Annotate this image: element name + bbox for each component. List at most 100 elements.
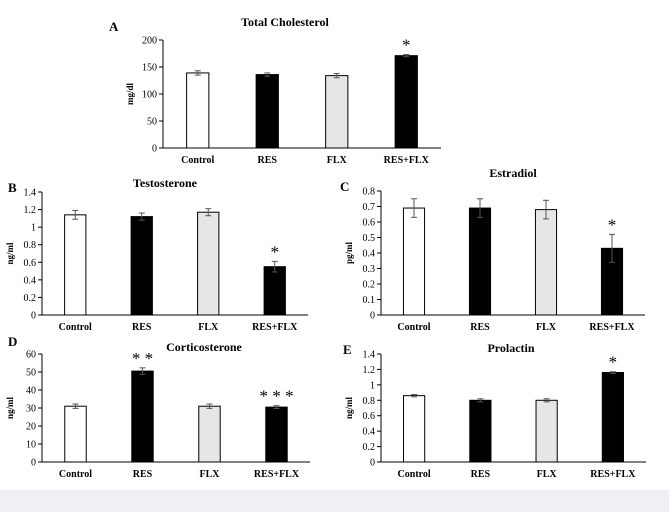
bar-res-flx xyxy=(263,266,286,316)
x-tick-label: RES xyxy=(258,155,278,166)
bar-flx xyxy=(198,405,221,463)
bar-res-flx xyxy=(394,55,418,149)
bar-res xyxy=(130,216,153,316)
bar-control xyxy=(402,207,426,316)
y-tick-label: 0 xyxy=(370,311,375,322)
x-tick-label: RES xyxy=(133,469,153,480)
y-tick-label: 0.4 xyxy=(24,275,37,286)
panel-label: E xyxy=(343,342,352,357)
y-tick-label: 0.4 xyxy=(363,249,376,260)
x-tick-label: RES+FLX xyxy=(384,155,430,166)
x-tick-label: FLX xyxy=(536,322,557,333)
y-tick-label: 1.4 xyxy=(363,350,376,361)
y-tick-label: 1 xyxy=(370,380,375,391)
y-tick-label: 0 xyxy=(152,144,157,155)
x-tick-label: Control xyxy=(181,155,214,166)
chart-testosterone: B Testosterone 0 0.2 0.4 0.6 0.8 1 1.2 1.4 ng/ml… xyxy=(5,176,308,333)
y-tick-label: 1.2 xyxy=(363,365,376,376)
figure-svg: A Total Cholesterol 050100150200mg/dlCon… xyxy=(5,15,646,480)
bar-res xyxy=(468,207,492,316)
bar-res xyxy=(255,74,279,149)
y-tick-label: 50 xyxy=(26,368,36,379)
y-tick-label: 0.4 xyxy=(363,427,376,438)
y-axis-label: pg/ml xyxy=(344,242,354,265)
x-tick-label: RES xyxy=(471,469,491,480)
y-tick-label: 0.2 xyxy=(24,293,37,304)
chart-total-cholesterol: A Total Cholesterol 0 50 100 150 200 mg/dl Con… xyxy=(109,15,441,166)
x-tick-label: RES+FLX xyxy=(252,322,298,333)
y-tick-label: 150 xyxy=(142,63,157,74)
y-tick-label: 0 xyxy=(31,458,36,469)
x-tick-label: RES+FLX xyxy=(589,322,635,333)
y-tick-label: 30 xyxy=(26,404,36,415)
bar-res-flx xyxy=(601,372,624,463)
bar-flx xyxy=(197,211,220,316)
x-tick-label: Control xyxy=(59,322,92,333)
panel-label: B xyxy=(8,180,17,195)
y-tick-label: 0.8 xyxy=(363,187,376,198)
bar-control xyxy=(64,214,87,316)
panel-label: C xyxy=(340,179,349,194)
y-tick-label: 0.2 xyxy=(363,442,376,453)
y-tick-label: 0.8 xyxy=(363,396,376,407)
significance-marker: * xyxy=(608,215,617,234)
y-tick-label: 0.6 xyxy=(363,411,376,422)
x-tick-label: FLX xyxy=(327,155,348,166)
y-axis-label: ng/ml xyxy=(344,397,354,420)
figure-panel: A Total Cholesterol 0 50 100 150 200 mg/dl Con… xyxy=(0,0,669,490)
bar-res xyxy=(131,370,154,463)
significance-marker: * * * xyxy=(260,387,294,406)
bar-flx xyxy=(534,209,558,316)
x-tick-label: Control xyxy=(398,469,431,480)
x-tick-label: RES+FLX xyxy=(590,469,636,480)
significance-marker: * xyxy=(271,242,280,261)
significance-marker: * * xyxy=(132,349,153,368)
y-tick-label: 0.5 xyxy=(363,233,376,244)
x-tick-label: FLX xyxy=(200,469,221,480)
bar-control xyxy=(403,395,426,463)
x-tick-label: Control xyxy=(397,322,430,333)
y-axis-label: ng/ml xyxy=(5,397,15,420)
x-tick-label: FLX xyxy=(198,322,219,333)
y-tick-label: 50 xyxy=(147,117,157,128)
y-tick-label: 0.1 xyxy=(363,295,376,306)
bar-flx xyxy=(325,75,349,149)
x-tick-label: RES xyxy=(470,322,490,333)
x-tick-label: RES xyxy=(132,322,152,333)
chart-title: Total Cholesterol xyxy=(241,15,329,29)
y-axis-label: ng/ml xyxy=(5,242,15,265)
bar-res xyxy=(469,399,492,463)
chart-prolactin: E Prolactin 0 0.2 0.4 0.6 0.8 1 1.2 1.4 ng/ml Con… xyxy=(343,341,646,480)
significance-marker: * xyxy=(609,353,618,372)
y-tick-label: 0.2 xyxy=(363,280,376,291)
panel-label: D xyxy=(8,334,17,349)
y-tick-label: 0 xyxy=(31,311,36,322)
y-tick-label: 1.2 xyxy=(24,205,37,216)
chart-estradiol: C Estradiol 0 0.1 0.2 0.3 0.4 0.5 0.6 0.7 0.8 pg/… xyxy=(340,166,645,333)
x-tick-label: FLX xyxy=(537,469,558,480)
chart-title: Estradiol xyxy=(489,166,537,180)
bar-control xyxy=(64,405,87,463)
y-tick-label: 0.3 xyxy=(363,264,376,275)
y-tick-label: 0.6 xyxy=(363,218,376,229)
y-tick-label: 0.6 xyxy=(24,258,37,269)
bar-control xyxy=(186,72,210,149)
y-tick-label: 1 xyxy=(31,223,36,234)
y-tick-label: 0.7 xyxy=(363,202,376,213)
y-tick-label: 0 xyxy=(370,458,375,469)
y-axis-label: mg/dl xyxy=(125,83,135,106)
x-tick-label: Control xyxy=(59,469,92,480)
chart-title: Corticosterone xyxy=(166,340,242,354)
chart-title: Testosterone xyxy=(133,176,198,190)
significance-marker: * xyxy=(402,36,411,55)
y-tick-label: 20 xyxy=(26,422,36,433)
y-tick-label: 1.4 xyxy=(24,188,37,199)
y-tick-label: 100 xyxy=(142,90,157,101)
chart-title: Prolactin xyxy=(487,341,534,355)
y-tick-label: 10 xyxy=(26,440,36,451)
bar-res-flx xyxy=(265,406,288,463)
panel-label: A xyxy=(109,19,119,34)
y-tick-label: 0.8 xyxy=(24,240,37,251)
x-tick-label: RES+FLX xyxy=(254,469,300,480)
y-tick-label: 200 xyxy=(142,36,157,47)
